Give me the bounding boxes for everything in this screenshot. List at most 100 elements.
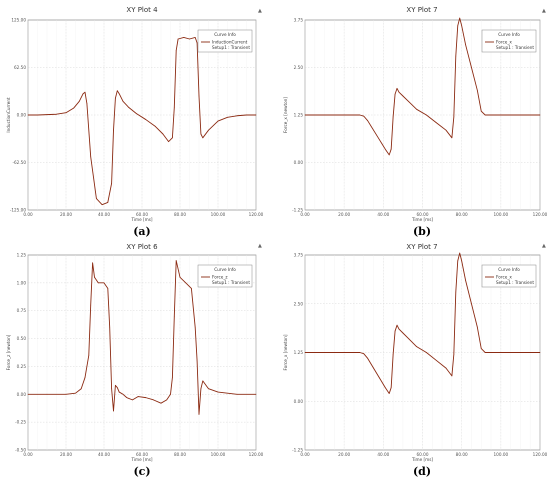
data-point [471, 303, 472, 305]
x-tick-label: 120.00 [249, 212, 264, 217]
data-point [65, 112, 67, 114]
data-point [90, 304, 92, 306]
data-point [416, 346, 417, 347]
corner-marker-icon: ▲ [542, 243, 546, 249]
data-point [459, 252, 461, 254]
y-tick-label: 0.25 [17, 364, 27, 369]
data-point [115, 385, 116, 386]
data-point [398, 328, 400, 330]
legend-entry: InductionCurrent [212, 40, 248, 45]
legend-setup: Setup1 : Transient [212, 45, 250, 50]
x-tick-label: 40.00 [377, 212, 389, 217]
data-point [484, 352, 486, 353]
data-point [445, 367, 447, 369]
data-point [46, 114, 48, 115]
panel-label: (c) [133, 465, 150, 478]
chart-panel-4: 0.00 20.00 40.00 60.00 80.00 100.00 120.00 3.75… [283, 243, 548, 478]
data-point [196, 360, 198, 362]
data-point [453, 354, 455, 355]
data-point [392, 354, 394, 355]
data-point [56, 113, 57, 115]
data-point [113, 129, 114, 131]
data-point [194, 37, 196, 38]
legend-box [481, 264, 537, 288]
y-tick-label: -0.50 [15, 448, 26, 453]
data-point [500, 352, 502, 353]
data-point [111, 388, 112, 390]
data-point [128, 107, 130, 108]
data-point [84, 91, 86, 93]
data-point [367, 120, 369, 122]
y-tick-label: 1.25 [17, 253, 27, 258]
data-point [255, 114, 257, 116]
legend-box [481, 29, 537, 53]
x-tick-label: 0.00 [23, 452, 33, 457]
data-point [394, 93, 396, 95]
chart-title: XY Plot 7 [406, 6, 437, 14]
x-tick-label: 20.00 [338, 212, 350, 217]
data-point [379, 139, 380, 141]
data-point [435, 359, 437, 361]
data-point [200, 133, 202, 135]
data-point [457, 25, 459, 27]
y-tick-label: -1.25 [292, 208, 303, 213]
data-point [217, 120, 219, 122]
data-point [500, 114, 502, 116]
data-point [539, 352, 541, 353]
data-point [390, 387, 392, 388]
data-point [202, 137, 204, 139]
series-line-1 [305, 252, 540, 394]
data-point [402, 95, 404, 97]
data-point [455, 55, 457, 57]
data-point [416, 108, 417, 110]
data-point [122, 100, 124, 102]
data-point [173, 315, 175, 317]
data-point [153, 399, 154, 401]
data-point [46, 393, 48, 395]
y-tick-label: 125.00 [11, 18, 26, 23]
x-tick-label: 0.00 [23, 212, 33, 217]
data-point [390, 148, 392, 150]
x-tick-label: 80.00 [174, 452, 186, 457]
data-point [396, 88, 398, 89]
data-point [426, 352, 427, 353]
data-point [490, 352, 492, 353]
data-point [480, 348, 482, 349]
y-axis-label: Force_z [newton] [6, 334, 11, 370]
x-tick-label: 100.00 [211, 452, 226, 457]
data-point [408, 338, 410, 340]
data-point [73, 107, 74, 109]
data-point [426, 114, 427, 116]
data-point [388, 154, 390, 156]
y-tick-label: 0.00 [17, 113, 27, 118]
y-axis-label: InductionCurrent [6, 97, 11, 133]
x-tick-label: 60.00 [417, 452, 429, 457]
chart-panel-3: 0.00 20.00 40.00 60.00 80.00 100.00 120.00 1.25… [6, 243, 264, 478]
data-point [520, 114, 521, 116]
data-point [459, 17, 461, 19]
x-axis-label: Time [ms] [130, 457, 152, 462]
panel-label: (b) [413, 225, 431, 238]
x-tick-label: 40.00 [98, 212, 110, 217]
data-point [162, 133, 164, 135]
data-point [363, 115, 365, 117]
data-point [490, 114, 492, 116]
data-point [196, 42, 198, 44]
data-point [304, 352, 306, 353]
x-tick-label: 100.00 [494, 452, 509, 457]
data-point [115, 97, 116, 99]
data-point [191, 288, 192, 289]
chart-panel-2: 0.00 20.00 40.00 60.00 80.00 100.00 120.00 3.75… [283, 6, 548, 238]
x-tick-label: 20.00 [60, 212, 72, 217]
y-tick-label: 62.50 [14, 65, 26, 70]
data-point [183, 37, 185, 38]
x-axis-label: Time [ms] [411, 217, 433, 222]
y-tick-label: 3.75 [294, 18, 304, 23]
x-tick-label: 0.00 [300, 452, 310, 457]
y-tick-label: 0.00 [294, 160, 304, 165]
data-point [200, 388, 202, 390]
y-axis-label: Force_x [newton] [283, 334, 288, 370]
